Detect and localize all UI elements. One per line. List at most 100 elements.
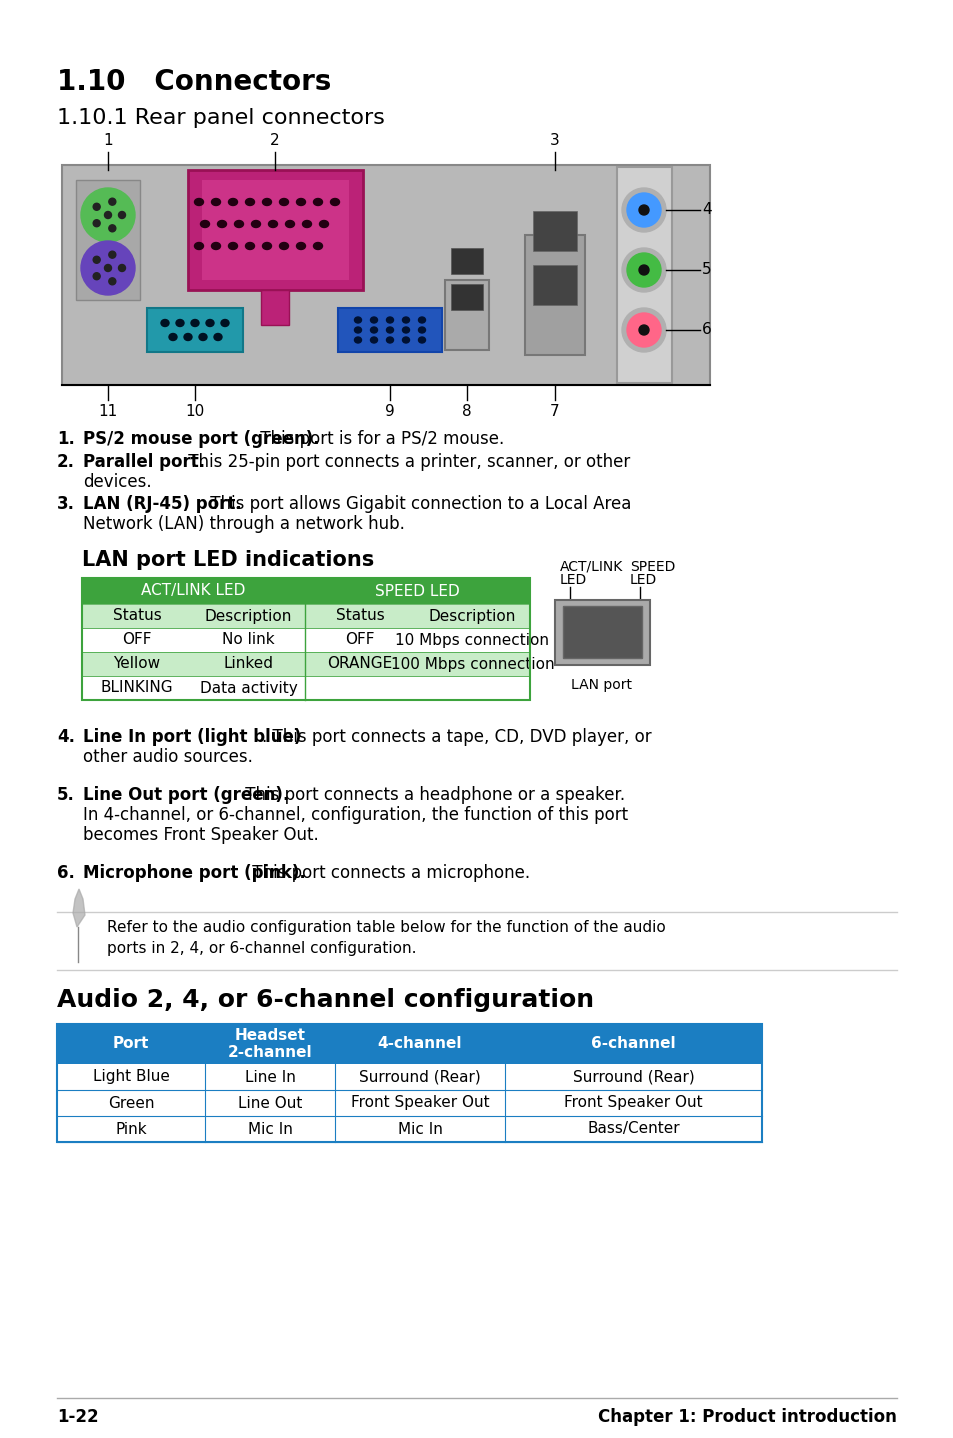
Text: Network (LAN) through a network hub.: Network (LAN) through a network hub. <box>83 515 404 533</box>
Text: becomes Front Speaker Out.: becomes Front Speaker Out. <box>83 825 318 844</box>
Bar <box>82 604 530 628</box>
Text: 3: 3 <box>550 132 559 148</box>
Text: 5.: 5. <box>57 787 74 804</box>
Text: 10 Mbps connection: 10 Mbps connection <box>395 633 549 647</box>
Text: 1.10.1 Rear panel connectors: 1.10.1 Rear panel connectors <box>57 108 384 128</box>
Circle shape <box>626 253 660 288</box>
Ellipse shape <box>296 198 305 206</box>
Text: Parallel port.: Parallel port. <box>83 453 205 472</box>
Text: 2.: 2. <box>57 453 75 472</box>
Text: Port: Port <box>112 1037 149 1051</box>
Ellipse shape <box>370 336 377 344</box>
Circle shape <box>639 325 648 335</box>
Ellipse shape <box>386 316 393 324</box>
Ellipse shape <box>252 220 260 227</box>
Text: 4.: 4. <box>57 728 75 746</box>
Text: 10: 10 <box>185 404 204 418</box>
Text: 4-channel: 4-channel <box>377 1037 462 1051</box>
Text: 1-22: 1-22 <box>57 1408 98 1426</box>
Circle shape <box>109 252 115 259</box>
Bar <box>82 578 530 604</box>
Circle shape <box>639 206 648 216</box>
Circle shape <box>109 198 115 206</box>
Ellipse shape <box>217 220 226 227</box>
Text: Mic In: Mic In <box>397 1122 442 1136</box>
Bar <box>147 308 243 352</box>
Ellipse shape <box>418 336 425 344</box>
Ellipse shape <box>206 319 213 326</box>
Ellipse shape <box>229 243 237 250</box>
Ellipse shape <box>370 326 377 334</box>
Text: LED: LED <box>629 572 657 587</box>
Text: Front Speaker Out: Front Speaker Out <box>563 1096 702 1110</box>
Text: 2: 2 <box>270 132 279 148</box>
Text: This port allows Gigabit connection to a Local Area: This port allows Gigabit connection to a… <box>204 495 630 513</box>
Ellipse shape <box>386 336 393 344</box>
Circle shape <box>81 242 135 295</box>
Text: 9: 9 <box>385 404 395 418</box>
Circle shape <box>93 203 100 210</box>
Circle shape <box>621 188 665 232</box>
Bar <box>533 211 577 252</box>
Ellipse shape <box>245 198 254 206</box>
Text: Front Speaker Out: Front Speaker Out <box>351 1096 489 1110</box>
Bar <box>57 1064 761 1090</box>
Circle shape <box>118 211 126 219</box>
Bar <box>533 265 577 305</box>
Text: 6: 6 <box>701 322 711 338</box>
Circle shape <box>81 188 135 242</box>
Text: In 4-channel, or 6-channel, configuration, the function of this port: In 4-channel, or 6-channel, configuratio… <box>83 807 627 824</box>
Circle shape <box>626 313 660 347</box>
Text: This 25-pin port connects a printer, scanner, or other: This 25-pin port connects a printer, sca… <box>183 453 630 472</box>
Polygon shape <box>73 889 85 928</box>
Ellipse shape <box>184 334 192 341</box>
Circle shape <box>639 265 648 275</box>
Text: Line Out port (green).: Line Out port (green). <box>83 787 289 804</box>
Ellipse shape <box>355 326 361 334</box>
Bar <box>57 1116 761 1142</box>
Text: OFF: OFF <box>345 633 375 647</box>
Bar <box>57 1090 761 1116</box>
Text: Chapter 1: Product introduction: Chapter 1: Product introduction <box>598 1408 896 1426</box>
Ellipse shape <box>175 319 184 326</box>
Ellipse shape <box>194 243 203 250</box>
Ellipse shape <box>314 198 322 206</box>
Bar <box>57 1024 761 1142</box>
Ellipse shape <box>279 198 288 206</box>
Text: other audio sources.: other audio sources. <box>83 748 253 766</box>
Text: devices.: devices. <box>83 473 152 490</box>
Text: Description: Description <box>205 608 292 624</box>
Text: 3.: 3. <box>57 495 75 513</box>
Text: Light Blue: Light Blue <box>92 1070 170 1084</box>
Bar <box>617 167 671 383</box>
Bar <box>337 308 441 352</box>
Text: Data activity: Data activity <box>199 680 297 696</box>
Text: Status: Status <box>112 608 161 624</box>
Ellipse shape <box>268 220 277 227</box>
Ellipse shape <box>212 198 220 206</box>
Text: Surround (Rear): Surround (Rear) <box>572 1070 694 1084</box>
Ellipse shape <box>370 316 377 324</box>
Ellipse shape <box>386 326 393 334</box>
Bar <box>555 600 649 664</box>
Bar <box>62 165 709 385</box>
Text: ORANGE: ORANGE <box>327 657 393 672</box>
Ellipse shape <box>194 198 203 206</box>
Text: Linked: Linked <box>223 657 274 672</box>
Text: OFF: OFF <box>122 633 152 647</box>
Text: SPEED: SPEED <box>629 559 675 574</box>
Bar <box>451 247 482 275</box>
Text: 4: 4 <box>701 203 711 217</box>
Ellipse shape <box>262 243 272 250</box>
Ellipse shape <box>229 198 237 206</box>
Circle shape <box>118 265 126 272</box>
Text: LAN (RJ-45) port.: LAN (RJ-45) port. <box>83 495 241 513</box>
Bar <box>82 676 530 700</box>
Bar <box>82 628 530 651</box>
Ellipse shape <box>319 220 328 227</box>
Text: . This port connects a tape, CD, DVD player, or: . This port connects a tape, CD, DVD pla… <box>261 728 651 746</box>
Text: SPEED LED: SPEED LED <box>375 584 459 598</box>
Circle shape <box>93 220 100 227</box>
Circle shape <box>109 278 115 285</box>
Text: 1: 1 <box>103 132 112 148</box>
